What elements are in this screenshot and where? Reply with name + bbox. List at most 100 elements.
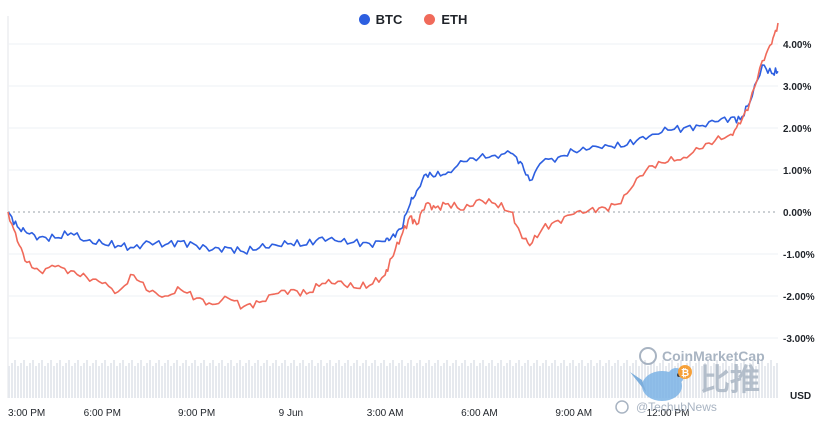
volume-bar	[722, 363, 724, 398]
volume-bar	[248, 360, 250, 398]
volume-bar	[158, 360, 160, 398]
volume-bar	[338, 360, 340, 398]
volume-bar	[137, 363, 139, 398]
series-line-eth[interactable]	[7, 22, 779, 310]
volume-bar	[62, 366, 64, 398]
x-tick-label: 3:00 PM	[8, 408, 45, 419]
x-tick-label: 6:00 PM	[84, 408, 121, 419]
volume-bar	[689, 360, 691, 398]
volume-bar	[389, 363, 391, 398]
volume-bar	[134, 366, 136, 398]
volume-bar	[572, 360, 574, 398]
volume-bar	[119, 363, 121, 398]
volume-bar	[245, 363, 247, 398]
volume-bar	[578, 363, 580, 398]
volume-bar	[446, 360, 448, 398]
volume-bar	[206, 366, 208, 398]
volume-bar	[74, 363, 76, 398]
volume-bar	[272, 363, 274, 398]
volume-bar	[26, 366, 28, 398]
volume-bar	[350, 366, 352, 398]
series-line-btc[interactable]	[7, 64, 779, 255]
volume-bar	[44, 366, 46, 398]
volume-bar	[698, 360, 700, 398]
volume-bar	[194, 360, 196, 398]
volume-bar	[305, 366, 307, 398]
watermark: CoinMarketCap ₿ 比推 @TechubNews	[615, 347, 765, 414]
volume-bar	[215, 366, 217, 398]
volume-bar	[686, 363, 688, 398]
x-tick-label: 3:00 AM	[367, 408, 404, 419]
volume-bar	[128, 363, 130, 398]
volume-bar	[302, 360, 304, 398]
volume-bar	[761, 360, 763, 398]
volume-bar	[23, 360, 25, 398]
volume-bar	[482, 360, 484, 398]
volume-bar	[497, 363, 499, 398]
volume-bar	[383, 360, 385, 398]
volume-bar	[470, 363, 472, 398]
volume-bar	[14, 360, 16, 398]
volume-bar	[725, 360, 727, 398]
volume-bar	[605, 363, 607, 398]
volume-bar	[719, 366, 721, 398]
y-tick-label: 0.00%	[783, 208, 811, 219]
volume-bar	[212, 360, 214, 398]
legend-item-eth[interactable]: ETH	[424, 12, 467, 27]
weibo-icon	[615, 400, 629, 414]
y-tick-label: 3.00%	[783, 82, 811, 93]
volume-bar	[218, 363, 220, 398]
volume-bar	[365, 360, 367, 398]
volume-bar	[242, 366, 244, 398]
volume-bar	[776, 363, 778, 398]
volume-bar	[500, 360, 502, 398]
volume-bar	[623, 363, 625, 398]
volume-bar	[356, 360, 358, 398]
volume-bar	[332, 366, 334, 398]
legend-item-btc[interactable]: BTC	[358, 11, 403, 27]
volume-bar	[161, 366, 163, 398]
volume-bar	[275, 360, 277, 398]
volume-bar	[20, 363, 22, 398]
volume-bar	[344, 363, 346, 398]
volume-bar	[173, 363, 175, 398]
volume-bar	[611, 366, 613, 398]
volume-bar	[593, 366, 595, 398]
volume-bar	[41, 360, 43, 398]
volume-bar	[455, 360, 457, 398]
volume-bar	[164, 363, 166, 398]
volume-bar	[131, 360, 133, 398]
volume-bar	[710, 366, 712, 398]
bitcoin-icon	[678, 365, 692, 379]
volume-bar	[752, 360, 754, 398]
volume-bar	[377, 366, 379, 398]
volume-bar	[584, 366, 586, 398]
volume-bar	[476, 366, 478, 398]
volume-bar	[701, 366, 703, 398]
volume-bar	[11, 363, 13, 398]
volume-bar	[47, 363, 49, 398]
watermark-cn-text: 比推	[700, 364, 760, 397]
volume-bar	[746, 366, 748, 398]
volume-bar	[764, 366, 766, 398]
y-tick-label: -1.00%	[783, 250, 815, 261]
volume-bar	[491, 360, 493, 398]
legend-dot-btc	[358, 13, 370, 25]
x-tick-label: 9:00 PM	[178, 408, 215, 419]
volume-bar	[35, 366, 37, 398]
volume-bar	[362, 363, 364, 398]
volume-bar	[254, 363, 256, 398]
volume-bar	[143, 366, 145, 398]
volume-bar	[182, 363, 184, 398]
volume-bar	[599, 360, 601, 398]
volume-bar	[458, 366, 460, 398]
volume-bar	[464, 360, 466, 398]
volume-bar	[473, 360, 475, 398]
volume-bar	[149, 360, 151, 398]
volume-bar	[86, 360, 88, 398]
y-tick-label: -3.00%	[783, 334, 815, 345]
volume-bar	[548, 366, 550, 398]
legend-label-btc: BTC	[375, 11, 403, 27]
volume-bar	[467, 366, 469, 398]
grid-lines	[7, 16, 778, 398]
